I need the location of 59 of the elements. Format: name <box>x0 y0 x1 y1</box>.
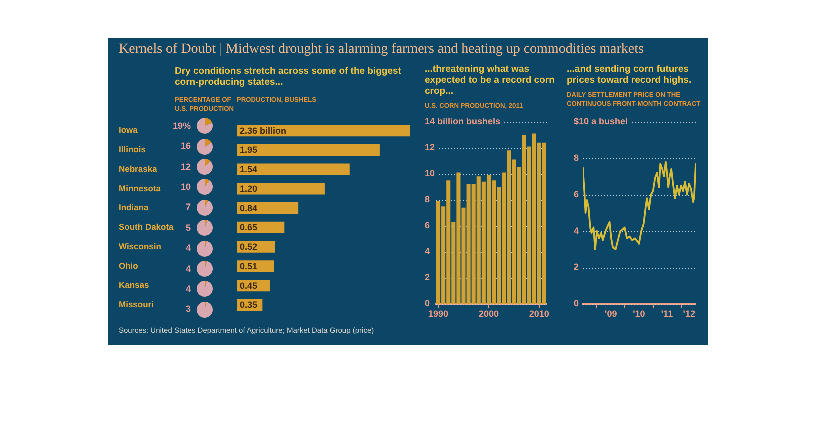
y-tick-label: Nebraska <box>119 164 158 174</box>
data-label: 2.36 billion <box>240 126 287 136</box>
bar <box>237 124 410 137</box>
y-tick-label: 6 <box>425 220 430 231</box>
chart-subtitle: Dry conditions stretch across some of the biggest corn-producing states... <box>175 66 402 88</box>
data-label: 0.52 <box>240 242 258 252</box>
data-label: 5 <box>186 222 191 233</box>
data-label: 16 <box>180 141 191 152</box>
y-tick-label: South Dakota <box>119 222 174 232</box>
y-tick-label: Kansas <box>119 280 150 290</box>
y-tick-label: Ohio <box>119 260 138 271</box>
data-label: 0.35 <box>240 300 258 310</box>
y-tick-label: 14 billion bushels <box>425 116 501 126</box>
x-tick-label: '12 <box>683 309 696 320</box>
data-label: 7 <box>186 202 191 212</box>
y-tick-label: Minnesota <box>119 183 162 194</box>
x-tick-label: 2000 <box>478 309 499 320</box>
data-label: 19% <box>172 120 191 131</box>
x-tick-label: '11 <box>661 309 674 320</box>
y-tick-label: 2 <box>425 272 430 283</box>
y-tick-label: 0 <box>425 298 430 309</box>
data-label: 0.45 <box>240 280 258 291</box>
y-tick-label: 10 <box>425 168 436 179</box>
y-tick-label: Iowa <box>119 125 138 136</box>
data-label: 1.54 <box>240 164 258 175</box>
y-tick-label: 0 <box>574 298 580 309</box>
data-label: 0.65 <box>240 222 258 233</box>
data-label: 4 <box>186 284 191 294</box>
y-tick-label: 8 <box>574 152 580 163</box>
bar <box>237 183 325 195</box>
y-tick-label: 8 <box>425 194 430 205</box>
y-tick-label: 4 <box>425 246 430 257</box>
y-tick-label: 12 <box>425 142 436 153</box>
data-label: 1.20 <box>240 184 258 194</box>
y-tick-label: 6 <box>574 189 580 200</box>
chart-title: ...and sending corn futures prices toward record highs. <box>567 64 693 86</box>
y-tick-label: 4 <box>574 226 580 236</box>
data-label: 1.95 <box>240 145 258 156</box>
data-label: 10 <box>180 182 191 192</box>
data-label: 4 <box>186 243 191 254</box>
x-tick-label: 1990 <box>428 309 449 320</box>
y-tick-label: Indiana <box>119 202 150 213</box>
data-label: 0.84 <box>240 203 258 214</box>
chart-title: ...threatening what was expected to be a record corn crop... <box>425 64 556 97</box>
y-tick-label: Missouri <box>119 300 154 310</box>
data-label: 12 <box>180 162 191 172</box>
y-tick-label: Wisconsin <box>119 241 162 252</box>
bar <box>237 164 350 176</box>
data-label: 4 <box>186 264 191 274</box>
y-tick-label: $10 a bushel <box>574 116 628 126</box>
bar <box>237 144 380 156</box>
x-tick-label: '10 <box>633 309 646 320</box>
data-label: 0.51 <box>240 261 258 272</box>
y-tick-label: Illinois <box>119 144 146 155</box>
y-tick-label: 2 <box>574 262 580 272</box>
chart-title: Kernels of Doubt | Midwest drought is alarming farmers and heating up commodities markets <box>119 42 644 58</box>
x-tick-label: 2010 <box>529 309 550 320</box>
data-label: 3 <box>186 304 191 314</box>
x-tick-label: '09 <box>605 309 618 320</box>
